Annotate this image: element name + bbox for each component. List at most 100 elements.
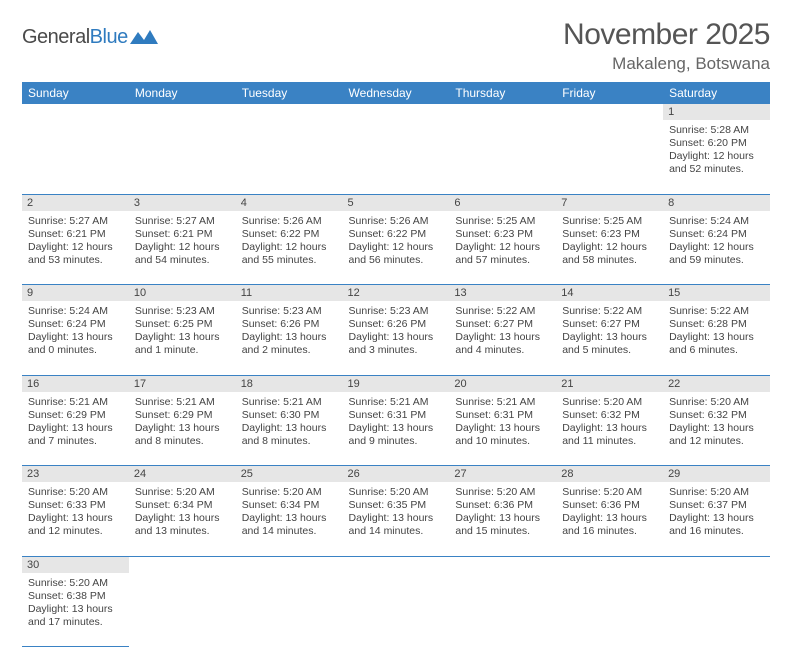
logo: GeneralBlue [22, 18, 158, 49]
day-number-cell: 7 [556, 194, 663, 211]
day-cell: Sunrise: 5:21 AMSunset: 6:31 PMDaylight:… [449, 392, 556, 466]
day-number-cell: 23 [22, 466, 129, 483]
day-details: Sunrise: 5:26 AMSunset: 6:22 PMDaylight:… [240, 213, 339, 268]
calendar-week-row: Sunrise: 5:27 AMSunset: 6:21 PMDaylight:… [22, 211, 770, 285]
day-details: Sunrise: 5:21 AMSunset: 6:30 PMDaylight:… [240, 394, 339, 449]
page-header: GeneralBlue November 2025 Makaleng, Bots… [22, 18, 770, 74]
day-cell [129, 573, 236, 647]
weekday-header-row: SundayMondayTuesdayWednesdayThursdayFrid… [22, 82, 770, 104]
day-cell: Sunrise: 5:20 AMSunset: 6:36 PMDaylight:… [449, 482, 556, 556]
day-cell [343, 573, 450, 647]
weekday-header: Sunday [22, 82, 129, 104]
day-cell: Sunrise: 5:20 AMSunset: 6:33 PMDaylight:… [22, 482, 129, 556]
day-details: Sunrise: 5:27 AMSunset: 6:21 PMDaylight:… [133, 213, 232, 268]
day-cell [556, 573, 663, 647]
day-number-cell: 21 [556, 375, 663, 392]
weekday-header: Tuesday [236, 82, 343, 104]
daynum-row: 9101112131415 [22, 285, 770, 302]
day-details: Sunrise: 5:21 AMSunset: 6:29 PMDaylight:… [26, 394, 125, 449]
calendar-week-row: Sunrise: 5:20 AMSunset: 6:38 PMDaylight:… [22, 573, 770, 647]
day-cell: Sunrise: 5:21 AMSunset: 6:29 PMDaylight:… [22, 392, 129, 466]
day-cell [343, 120, 450, 194]
day-details: Sunrise: 5:23 AMSunset: 6:26 PMDaylight:… [240, 303, 339, 358]
day-details: Sunrise: 5:21 AMSunset: 6:31 PMDaylight:… [347, 394, 446, 449]
day-cell: Sunrise: 5:24 AMSunset: 6:24 PMDaylight:… [663, 211, 770, 285]
day-number-cell: 29 [663, 466, 770, 483]
calendar-week-row: Sunrise: 5:21 AMSunset: 6:29 PMDaylight:… [22, 392, 770, 466]
day-number-cell: 11 [236, 285, 343, 302]
day-details: Sunrise: 5:20 AMSunset: 6:36 PMDaylight:… [453, 484, 552, 539]
day-details: Sunrise: 5:20 AMSunset: 6:34 PMDaylight:… [133, 484, 232, 539]
month-title: November 2025 [563, 18, 770, 52]
day-cell: Sunrise: 5:20 AMSunset: 6:34 PMDaylight:… [236, 482, 343, 556]
day-number-cell: 3 [129, 194, 236, 211]
day-number-cell [22, 104, 129, 120]
day-number-cell: 20 [449, 375, 556, 392]
day-cell: Sunrise: 5:21 AMSunset: 6:29 PMDaylight:… [129, 392, 236, 466]
day-details: Sunrise: 5:20 AMSunset: 6:33 PMDaylight:… [26, 484, 125, 539]
day-number-cell: 10 [129, 285, 236, 302]
day-number-cell [556, 104, 663, 120]
day-cell: Sunrise: 5:21 AMSunset: 6:30 PMDaylight:… [236, 392, 343, 466]
day-details: Sunrise: 5:20 AMSunset: 6:37 PMDaylight:… [667, 484, 766, 539]
location: Makaleng, Botswana [563, 54, 770, 74]
day-number-cell: 18 [236, 375, 343, 392]
day-number-cell: 8 [663, 194, 770, 211]
calendar-week-row: Sunrise: 5:20 AMSunset: 6:33 PMDaylight:… [22, 482, 770, 556]
day-cell [236, 120, 343, 194]
day-cell [663, 573, 770, 647]
day-cell: Sunrise: 5:27 AMSunset: 6:21 PMDaylight:… [22, 211, 129, 285]
day-cell [449, 573, 556, 647]
daynum-row: 16171819202122 [22, 375, 770, 392]
day-cell: Sunrise: 5:25 AMSunset: 6:23 PMDaylight:… [449, 211, 556, 285]
day-details: Sunrise: 5:27 AMSunset: 6:21 PMDaylight:… [26, 213, 125, 268]
day-number-cell: 15 [663, 285, 770, 302]
day-details: Sunrise: 5:21 AMSunset: 6:29 PMDaylight:… [133, 394, 232, 449]
calendar-table: SundayMondayTuesdayWednesdayThursdayFrid… [22, 82, 770, 647]
day-cell: Sunrise: 5:23 AMSunset: 6:26 PMDaylight:… [236, 301, 343, 375]
day-details: Sunrise: 5:21 AMSunset: 6:31 PMDaylight:… [453, 394, 552, 449]
day-number-cell: 9 [22, 285, 129, 302]
day-number-cell: 13 [449, 285, 556, 302]
day-cell: Sunrise: 5:20 AMSunset: 6:36 PMDaylight:… [556, 482, 663, 556]
weekday-header: Friday [556, 82, 663, 104]
day-number-cell: 30 [22, 556, 129, 573]
day-details: Sunrise: 5:22 AMSunset: 6:28 PMDaylight:… [667, 303, 766, 358]
day-cell: Sunrise: 5:23 AMSunset: 6:26 PMDaylight:… [343, 301, 450, 375]
day-cell: Sunrise: 5:20 AMSunset: 6:32 PMDaylight:… [556, 392, 663, 466]
day-details: Sunrise: 5:20 AMSunset: 6:36 PMDaylight:… [560, 484, 659, 539]
day-number-cell [449, 556, 556, 573]
day-cell: Sunrise: 5:22 AMSunset: 6:27 PMDaylight:… [449, 301, 556, 375]
weekday-header: Wednesday [343, 82, 450, 104]
daynum-row: 1 [22, 104, 770, 120]
day-number-cell: 1 [663, 104, 770, 120]
day-number-cell: 24 [129, 466, 236, 483]
day-cell: Sunrise: 5:20 AMSunset: 6:38 PMDaylight:… [22, 573, 129, 647]
day-cell: Sunrise: 5:22 AMSunset: 6:27 PMDaylight:… [556, 301, 663, 375]
day-number-cell: 12 [343, 285, 450, 302]
day-number-cell [236, 556, 343, 573]
day-number-cell: 27 [449, 466, 556, 483]
day-cell: Sunrise: 5:20 AMSunset: 6:37 PMDaylight:… [663, 482, 770, 556]
logo-flag-icon [130, 28, 158, 44]
day-details: Sunrise: 5:20 AMSunset: 6:35 PMDaylight:… [347, 484, 446, 539]
day-number-cell [663, 556, 770, 573]
day-number-cell [343, 556, 450, 573]
day-number-cell [129, 104, 236, 120]
calendar-week-row: Sunrise: 5:28 AMSunset: 6:20 PMDaylight:… [22, 120, 770, 194]
day-details: Sunrise: 5:23 AMSunset: 6:26 PMDaylight:… [347, 303, 446, 358]
day-number-cell [236, 104, 343, 120]
day-details: Sunrise: 5:28 AMSunset: 6:20 PMDaylight:… [667, 122, 766, 177]
day-number-cell [343, 104, 450, 120]
day-details: Sunrise: 5:25 AMSunset: 6:23 PMDaylight:… [453, 213, 552, 268]
day-number-cell: 2 [22, 194, 129, 211]
day-details: Sunrise: 5:24 AMSunset: 6:24 PMDaylight:… [26, 303, 125, 358]
day-cell: Sunrise: 5:23 AMSunset: 6:25 PMDaylight:… [129, 301, 236, 375]
day-number-cell: 16 [22, 375, 129, 392]
day-cell: Sunrise: 5:20 AMSunset: 6:34 PMDaylight:… [129, 482, 236, 556]
daynum-row: 23242526272829 [22, 466, 770, 483]
day-number-cell [129, 556, 236, 573]
day-details: Sunrise: 5:22 AMSunset: 6:27 PMDaylight:… [560, 303, 659, 358]
weekday-header: Thursday [449, 82, 556, 104]
logo-blue: Blue [90, 26, 128, 48]
